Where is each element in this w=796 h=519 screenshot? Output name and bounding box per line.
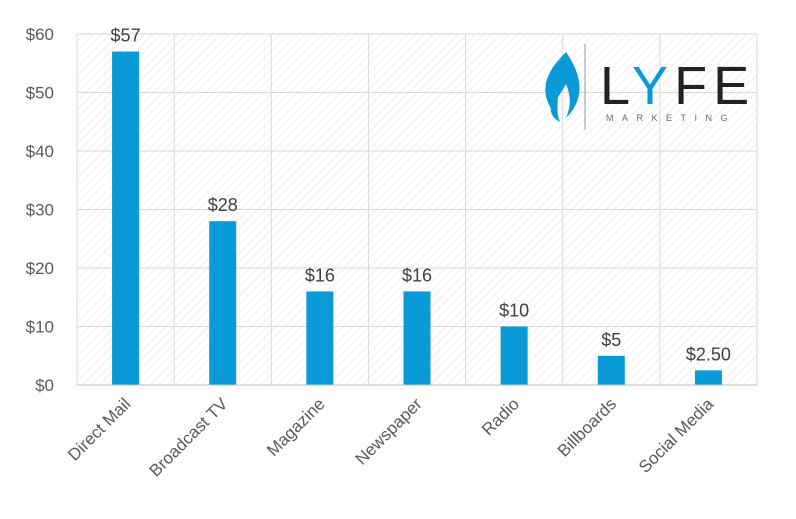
logo-letter: Y [632,56,674,116]
x-tick-label: Direct Mail [64,394,134,464]
bar [597,355,625,385]
logo-subtext: MARKETING [606,113,736,123]
bar [500,326,528,385]
data-label: $10 [499,301,529,321]
y-tick-label: $10 [26,318,54,337]
bar [403,291,431,385]
logo-letter: L [600,56,632,116]
data-label: $5 [601,330,621,350]
bar [694,370,722,385]
y-tick-label: $30 [26,201,54,220]
x-tick-label: Billboards [554,394,620,460]
bar [112,51,140,386]
x-tick-label: Magazine [263,394,329,460]
logo-wordmark: LYFE [600,56,755,116]
bar [209,221,237,385]
flame-icon [545,52,580,122]
y-tick-label: $20 [26,259,54,278]
y-axis: $0 $10 $20 $30 $40 $50 $60 [26,25,54,395]
bar [306,291,334,385]
x-tick-label: Broadcast TV [145,394,232,481]
lyfe-logo: LYFE MARKETING [545,44,755,130]
logo-letter: F [674,56,713,116]
data-label: $57 [111,26,141,46]
y-tick-label: $40 [26,142,54,161]
data-label: $16 [305,265,335,285]
x-tick-label: Newspaper [352,394,426,468]
data-label: $28 [208,195,238,215]
y-tick-label: $50 [26,84,54,103]
data-labels: $57 $28 $16 $16 $10 $5 $2.50 [111,26,731,365]
logo-letter: E [713,56,755,116]
y-tick-label: $60 [26,25,54,44]
x-axis: Direct Mail Broadcast TV Magazine Newspaper… [64,384,757,481]
x-tick-label: Radio [478,394,523,439]
y-tick-label: $0 [35,376,54,395]
data-label: $2.50 [686,344,731,364]
x-tick-label: Social Media [635,394,718,477]
bars [112,51,722,386]
data-label: $16 [402,265,432,285]
